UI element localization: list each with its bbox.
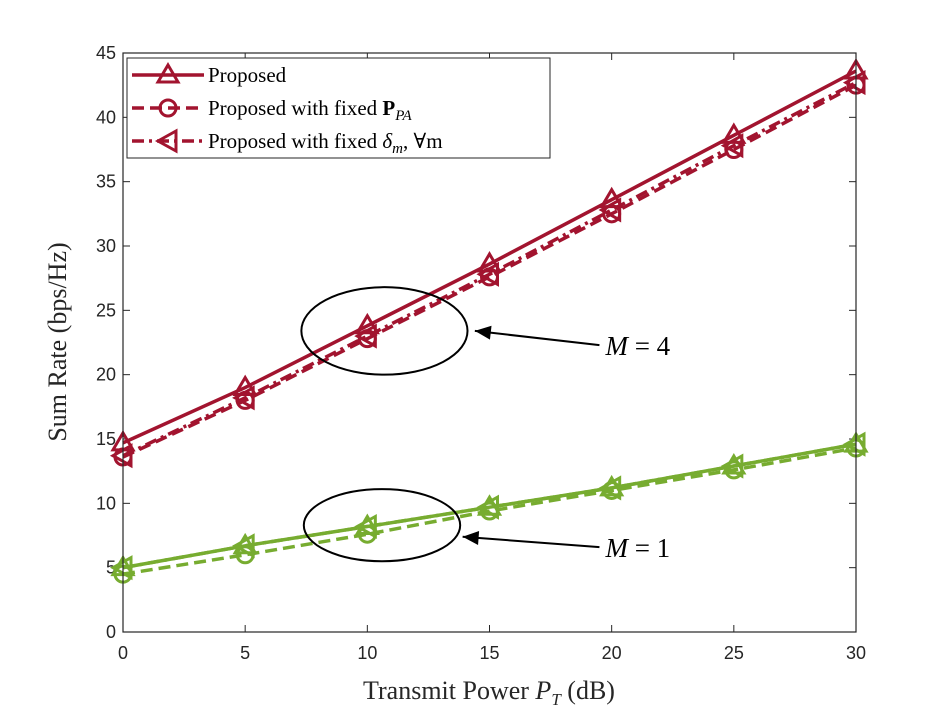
triangle-up-icon xyxy=(155,62,181,84)
series-line xyxy=(122,69,857,445)
data-point-triangle-left xyxy=(476,261,499,287)
arrowhead-icon xyxy=(474,325,492,340)
x-tick-label: 0 xyxy=(118,643,128,663)
data-point-triangle-left xyxy=(232,385,255,411)
x-tick-label: 10 xyxy=(357,643,377,663)
series-m1-triangle-left xyxy=(109,431,866,581)
legend-item-proposed: Proposed xyxy=(132,62,287,87)
y-tick-label: 0 xyxy=(106,622,116,642)
plot-frame xyxy=(122,52,857,633)
data-point-triangle-left xyxy=(842,70,866,96)
annotation-arrow-line xyxy=(462,535,600,549)
arrowhead-icon xyxy=(462,531,480,545)
data-point-triangle-up xyxy=(232,374,258,397)
data-point-triangle-left xyxy=(109,555,133,581)
annotation-ellipse xyxy=(302,488,462,563)
x-tick-label: 15 xyxy=(479,643,499,663)
x-tick-label: 25 xyxy=(724,643,744,663)
y-tick-label: 20 xyxy=(96,365,116,385)
annotation-m4: M = 4 xyxy=(300,286,671,376)
y-tick-label: 30 xyxy=(96,236,116,256)
data-point-triangle-left xyxy=(720,133,744,159)
triangle-left-icon xyxy=(154,128,178,154)
data-point-triangle-left xyxy=(842,431,866,457)
series-m4-triangle-left xyxy=(109,70,866,469)
data-point-triangle-left xyxy=(476,494,499,520)
legend-label-fixed-ppa: Proposed with fixed PPA xyxy=(208,96,412,124)
annotation-m1: M = 1 xyxy=(302,488,670,563)
x-tick-label: 5 xyxy=(240,643,250,663)
x-axis-label: Transmit Power PT (dB) xyxy=(363,676,615,709)
legend: Proposed Proposed with fixed PPA Propose… xyxy=(126,57,551,159)
data-point-triangle-left xyxy=(109,443,133,469)
series-line xyxy=(122,83,857,459)
legend-item-fixed-delta: Proposed with fixed δm, ∀m xyxy=(132,128,443,157)
data-point-triangle-left xyxy=(232,533,255,559)
x-tick-label: 20 xyxy=(602,643,622,663)
legend-label-fixed-delta: Proposed with fixed δm, ∀m xyxy=(208,129,443,157)
data-point-triangle-left xyxy=(598,197,622,223)
y-tick-label: 10 xyxy=(96,493,116,513)
data-point-triangle-left xyxy=(354,323,377,349)
annotation-label: M = 1 xyxy=(604,533,670,563)
y-tick-label: 25 xyxy=(96,300,116,320)
y-tick-label: 45 xyxy=(96,43,116,63)
annotation-label: M = 4 xyxy=(604,331,670,361)
y-tick-label: 15 xyxy=(96,429,116,449)
data-point-triangle-up xyxy=(354,312,380,335)
legend-label-proposed: Proposed xyxy=(208,63,287,87)
circle-icon xyxy=(158,98,178,118)
y-tick-label: 40 xyxy=(96,107,116,127)
data-point-triangle-left xyxy=(598,475,622,501)
annotation-ellipse xyxy=(300,286,469,376)
y-axis-label: Sum Rate (bps/Hz) xyxy=(43,242,72,441)
x-tick-label: 30 xyxy=(846,643,866,663)
series-line xyxy=(122,442,857,570)
series-line xyxy=(122,81,857,458)
y-tick-label: 35 xyxy=(96,172,116,192)
legend-item-fixed-ppa: Proposed with fixed PPA xyxy=(132,96,412,124)
data-point-triangle-left xyxy=(720,453,744,479)
data-point-triangle-left xyxy=(354,513,377,540)
data-point-triangle-up xyxy=(476,251,503,273)
annotation-arrow-line xyxy=(474,329,600,347)
